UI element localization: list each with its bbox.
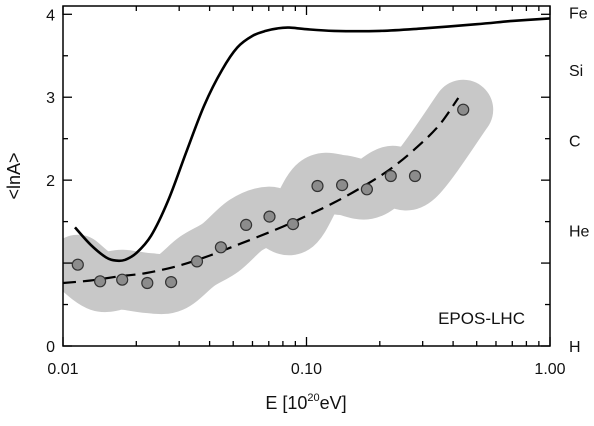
x-axis-title-main: E [10 bbox=[265, 393, 307, 413]
data-point bbox=[360, 183, 373, 196]
data-points bbox=[71, 103, 470, 290]
x-tick-label: 1.00 bbox=[534, 361, 565, 378]
data-point bbox=[71, 258, 84, 271]
element-label: He bbox=[569, 224, 590, 241]
data-point bbox=[116, 273, 129, 286]
data-point bbox=[336, 179, 349, 192]
axis-ticks bbox=[62, 6, 551, 347]
solid-model-line bbox=[74, 17, 550, 263]
x-axis-title-exponent: 20 bbox=[307, 392, 319, 404]
element-label: Fe bbox=[569, 6, 588, 23]
x-tick-label: 0.10 bbox=[291, 361, 322, 378]
x-tick-label: 0.01 bbox=[47, 361, 78, 378]
dashed-fit-line bbox=[63, 97, 460, 285]
model-annotation: EPOS-LHC bbox=[438, 309, 525, 328]
right-axis-labels: Fe Si C He H bbox=[569, 6, 590, 356]
x-axis-title-unit: eV] bbox=[320, 393, 347, 413]
tick-labels: 0.01 0.10 1.00 0 2 3 4 bbox=[46, 7, 566, 378]
data-point bbox=[311, 179, 324, 193]
element-label: C bbox=[569, 133, 581, 150]
data-point bbox=[214, 241, 227, 254]
data-point bbox=[93, 275, 107, 288]
data-point bbox=[286, 218, 300, 231]
systematic-band bbox=[63, 79, 494, 315]
data-point bbox=[457, 103, 470, 116]
x-axis-title: E [1020eV] bbox=[265, 392, 346, 413]
uncertainty-band bbox=[63, 79, 494, 315]
data-point bbox=[263, 210, 276, 223]
data-point bbox=[384, 169, 397, 183]
element-label: Si bbox=[569, 63, 583, 80]
element-label: H bbox=[569, 339, 581, 356]
y-tick-label: 4 bbox=[46, 7, 55, 24]
y-tick-label: 2 bbox=[46, 173, 55, 190]
data-point bbox=[141, 276, 154, 290]
data-point bbox=[240, 218, 253, 231]
y-axis-title: <lnA> bbox=[4, 152, 24, 199]
y-tick-label: 3 bbox=[46, 90, 55, 107]
data-point bbox=[190, 255, 204, 268]
data-point bbox=[408, 169, 422, 183]
data-point bbox=[165, 276, 178, 289]
model-lines bbox=[63, 17, 550, 285]
y-tick-label: 0 bbox=[46, 339, 55, 356]
